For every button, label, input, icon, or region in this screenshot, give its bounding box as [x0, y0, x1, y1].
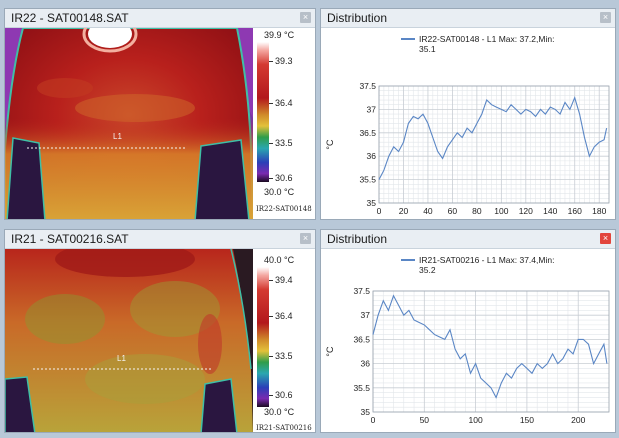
y-tick-label: 35 — [367, 198, 377, 208]
close-icon[interactable]: × — [600, 233, 611, 244]
x-tick-label: 40 — [423, 206, 433, 216]
y-tick-label: 35 — [361, 407, 371, 417]
colorbar — [257, 267, 269, 407]
y-tick-label: 35.5 — [353, 383, 370, 393]
scale-tick-label: 39.4 — [275, 275, 293, 285]
y-axis-label: °C — [325, 139, 335, 150]
scale-tick — [269, 103, 273, 104]
legend-label: 35.1 — [419, 44, 436, 54]
scale-tick — [269, 280, 273, 281]
line-label-l1: L1 — [117, 354, 126, 363]
y-tick-label: 36 — [367, 151, 377, 161]
series-line — [378, 96, 608, 180]
y-tick-label: 36 — [361, 359, 371, 369]
series-line — [372, 294, 608, 399]
distribution-titlebar[interactable]: Distribution × — [321, 230, 615, 249]
scale-tick — [269, 356, 273, 357]
distribution-panel-bottom[interactable]: Distribution × IR21-SAT00216 - L1 Max: 3… — [320, 229, 616, 433]
close-icon[interactable]: × — [300, 12, 311, 23]
scale-tick — [269, 395, 273, 396]
x-tick-label: 100 — [469, 415, 483, 425]
distribution-title: Distribution — [327, 11, 388, 25]
plot-area-border — [372, 290, 610, 413]
distribution-panel-top[interactable]: Distribution × IR22-SAT00148 - L1 Max: 3… — [320, 8, 616, 220]
thermal-image-ir22[interactable]: L1 — [5, 28, 253, 219]
scale-tick-label: 30.6 — [275, 390, 293, 400]
distribution-chart-bottom[interactable]: IR21-SAT00216 - L1 Max: 37.4,Min: 35.2 0 50… — [321, 249, 615, 432]
x-tick-label: 60 — [448, 206, 458, 216]
y-tick-label: 36.5 — [359, 128, 376, 138]
distribution-title: Distribution — [327, 232, 388, 246]
y-tick-label: 37 — [367, 104, 377, 114]
x-tick-label: 0 — [371, 415, 376, 425]
ir22-panel[interactable]: IR22 - SAT00148.SAT × — [4, 8, 316, 220]
scale-tick-label: 36.4 — [275, 98, 293, 108]
scale-max: 40.0 °C — [264, 255, 295, 265]
image-filename: IR21-SAT00216 — [256, 424, 312, 432]
y-tick-label: 37.5 — [353, 286, 370, 296]
scale-tick-label: 36.4 — [275, 311, 293, 321]
scale-tick — [269, 178, 273, 179]
line-chart: IR21-SAT00216 - L1 Max: 37.4,Min:35.2 0 50… — [325, 255, 610, 425]
distribution-chart-top[interactable]: IR22-SAT00148 - L1 Max: 37.2,Min: 35.1 0 20… — [321, 28, 615, 219]
legend-label: 35.2 — [419, 265, 436, 275]
y-tick-label: 37.5 — [359, 81, 376, 91]
scale-max: 39.9 °C — [264, 30, 295, 40]
temperature-scale-ir21: 40.0 °C 39.4 36.4 33.5 30.6 30.0 °C IR21… — [254, 249, 315, 432]
scale-tick-label: 33.5 — [275, 138, 293, 148]
scale-tick — [269, 61, 273, 62]
scale-tick-label: 39.3 — [275, 56, 293, 66]
temperature-scale-ir22: 39.9 °C 39.3 36.4 33.5 30.6 30.0 °C IR22… — [254, 28, 315, 219]
x-tick-label: 160 — [568, 206, 582, 216]
thermal-image-ir22-graphic — [5, 28, 253, 219]
image-filename: IR22-SAT00148 — [256, 205, 312, 213]
scale-min: 30.0 °C — [264, 187, 295, 197]
x-tick-label: 200 — [571, 415, 585, 425]
ir21-panel[interactable]: IR21 - SAT00216.SAT × — [4, 229, 316, 433]
distribution-titlebar[interactable]: Distribution × — [321, 9, 615, 28]
x-tick-label: 120 — [519, 206, 533, 216]
x-tick-label: 0 — [377, 206, 382, 216]
legend-label: IR22-SAT00148 - L1 Max: 37.2,Min: — [419, 34, 554, 44]
close-icon[interactable]: × — [300, 233, 311, 244]
plot-area-border — [378, 85, 610, 204]
ir21-titlebar[interactable]: IR21 - SAT00216.SAT × — [5, 230, 315, 249]
x-tick-label: 100 — [494, 206, 508, 216]
scale-tick — [269, 316, 273, 317]
x-tick-label: 20 — [399, 206, 409, 216]
colorbar — [257, 42, 269, 182]
line-label-l1: L1 — [113, 132, 122, 141]
x-tick-label: 50 — [420, 415, 430, 425]
y-axis-label: °C — [325, 346, 335, 357]
x-tick-label: 180 — [592, 206, 606, 216]
scale-tick-label: 33.5 — [275, 351, 293, 361]
x-tick-label: 80 — [472, 206, 482, 216]
scale-tick — [269, 143, 273, 144]
y-tick-label: 35.5 — [359, 175, 376, 185]
y-tick-label: 37 — [361, 310, 371, 320]
ir21-title: IR21 - SAT00216.SAT — [11, 232, 129, 246]
y-tick-label: 36.5 — [353, 334, 370, 344]
ir22-titlebar[interactable]: IR22 - SAT00148.SAT × — [5, 9, 315, 28]
x-tick-label: 150 — [520, 415, 534, 425]
x-tick-label: 140 — [543, 206, 557, 216]
close-icon[interactable]: × — [600, 12, 611, 23]
scale-tick-label: 30.6 — [275, 173, 293, 183]
line-chart: IR22-SAT00148 - L1 Max: 37.2,Min:35.1 0 20… — [325, 34, 610, 216]
ir22-title: IR22 - SAT00148.SAT — [11, 11, 129, 25]
thermal-image-ir21-graphic — [5, 249, 253, 432]
scale-min: 30.0 °C — [264, 407, 295, 417]
thermal-image-ir21[interactable]: L1 — [5, 249, 253, 432]
legend-label: IR21-SAT00216 - L1 Max: 37.4,Min: — [419, 255, 554, 265]
